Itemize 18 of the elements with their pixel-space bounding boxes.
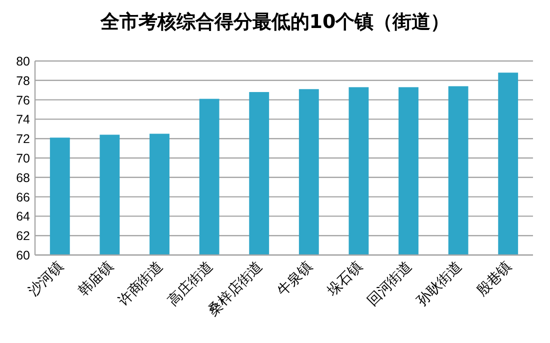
- ytick: 78: [16, 74, 30, 88]
- ytick: 76: [16, 93, 30, 108]
- xtick: 殷巷镇: [474, 259, 515, 300]
- ytick: 74: [16, 112, 30, 127]
- xtick: 孙耿街道: [414, 259, 466, 310]
- title: 全市考核综合得分最低的10个镇（街道）: [100, 11, 450, 33]
- xtick: 韩庙镇: [76, 259, 117, 300]
- xtick: 垛石镇: [325, 259, 366, 300]
- ytick: 62: [16, 229, 30, 244]
- ytick: 68: [16, 170, 30, 185]
- xtick: 回河街道: [365, 259, 416, 310]
- xtick: 许商街道: [116, 259, 166, 310]
- ytick: 64: [16, 210, 30, 224]
- ytick: 66: [16, 190, 30, 204]
- xtick: 牛泉镇: [275, 259, 316, 300]
- ytick: 72: [16, 132, 30, 146]
- ytick: 80: [16, 54, 30, 68]
- ytick: 70: [16, 152, 30, 166]
